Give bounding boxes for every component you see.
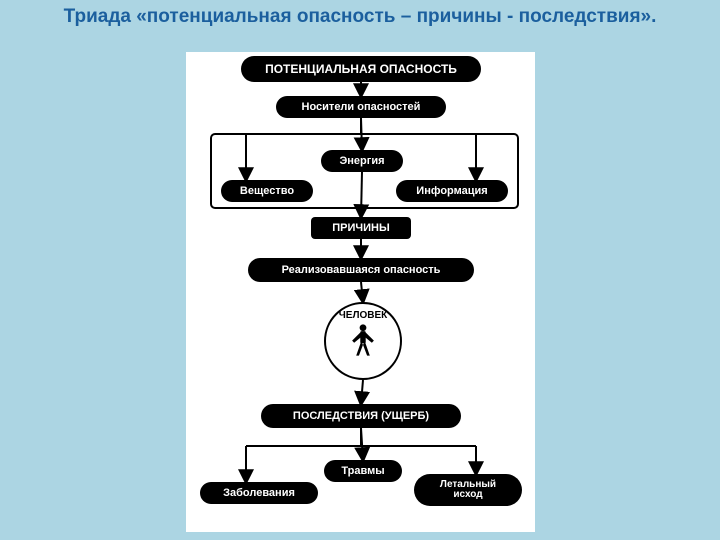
node-label: ПОСЛЕДСТВИЯ (УЩЕРБ) [293, 410, 429, 422]
node-label: Энергия [339, 155, 384, 167]
node-causes: ПРИЧИНЫ [311, 217, 411, 239]
node-injuries: Травмы [324, 460, 402, 482]
node-diseases: Заболевания [200, 482, 318, 504]
node-potential-danger: ПОТЕНЦИАЛЬНАЯ ОПАСНОСТЬ [241, 56, 481, 82]
node-label: Летальный исход [424, 480, 512, 501]
page-title: Триада «потенциальная опасность – причин… [0, 6, 720, 28]
node-energy: Энергия [321, 150, 403, 172]
node-label: ПРИЧИНЫ [332, 222, 390, 234]
node-human: ЧЕЛОВЕК [324, 302, 402, 380]
node-label: Реализовавшаяся опасность [282, 264, 441, 276]
node-lethal: Летальный исход [414, 474, 522, 506]
node-carriers: Носители опасностей [276, 96, 446, 118]
node-label: Травмы [341, 465, 384, 477]
human-icon [349, 323, 377, 357]
node-label: Заболевания [223, 487, 295, 499]
node-realized-danger: Реализовавшаяся опасность [248, 258, 474, 282]
node-label: Носители опасностей [302, 101, 421, 113]
node-label: Информация [416, 185, 487, 197]
diagram-board: ПОТЕНЦИАЛЬНАЯ ОПАСНОСТЬ Носители опаснос… [186, 52, 535, 532]
node-label: Вещество [240, 185, 294, 197]
node-consequences: ПОСЛЕДСТВИЯ (УЩЕРБ) [261, 404, 461, 428]
node-label: ПОТЕНЦИАЛЬНАЯ ОПАСНОСТЬ [265, 62, 457, 76]
node-substance: Вещество [221, 180, 313, 202]
node-information: Информация [396, 180, 508, 202]
node-label: ЧЕЛОВЕК [339, 310, 388, 321]
